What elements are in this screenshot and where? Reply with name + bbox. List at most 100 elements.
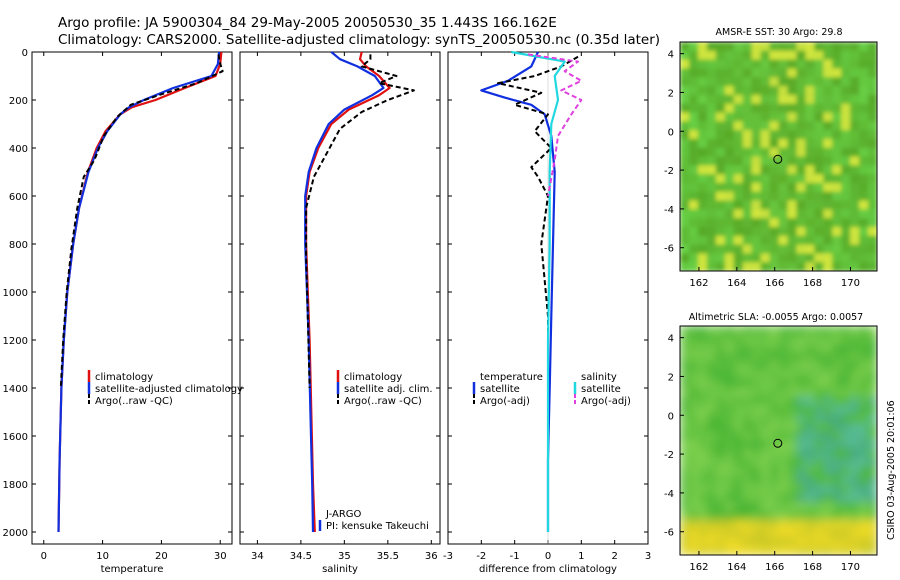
map-cell <box>868 200 877 210</box>
map-cell <box>823 519 833 530</box>
map-cell <box>769 103 780 114</box>
map-cell <box>742 334 753 345</box>
map-cell <box>778 253 789 263</box>
map-cell <box>697 370 708 380</box>
map-x-tick-label: 168 <box>803 278 822 289</box>
map-cell <box>742 262 753 271</box>
map-cell <box>832 130 842 140</box>
map-cell <box>742 414 753 424</box>
map-x-tick-label: 162 <box>689 278 708 289</box>
y-tick-label: 200 <box>9 96 28 107</box>
series-argo-raw-qc- <box>305 54 415 389</box>
map-cell <box>805 511 815 521</box>
map-cell <box>778 422 789 433</box>
map-cell <box>769 50 780 61</box>
map-cell <box>751 431 762 442</box>
map-cell <box>680 77 690 87</box>
map-cell <box>805 458 815 468</box>
map-cell <box>814 130 824 140</box>
map-cell <box>697 414 708 424</box>
map-cell <box>760 458 771 468</box>
map-cell <box>823 86 833 96</box>
legend-satellite-adjusted: satellite-adjusted climatology <box>95 384 243 395</box>
map-y-tick-label: 0 <box>668 411 674 422</box>
map-cell <box>859 253 869 263</box>
map-cell <box>715 50 726 61</box>
map-cell <box>769 218 780 228</box>
map-cell <box>769 458 780 468</box>
map-cell <box>832 352 842 362</box>
map-cell <box>733 94 744 105</box>
map-cell <box>832 182 842 193</box>
map-cell <box>751 112 762 122</box>
map-cell <box>859 130 869 140</box>
map-cell <box>742 502 753 512</box>
map-cell <box>841 50 851 61</box>
map-cell <box>805 502 815 512</box>
map-cell <box>751 405 762 415</box>
map-cell <box>715 422 726 433</box>
map-cell <box>832 370 842 380</box>
map-cell <box>697 50 708 61</box>
map-cell <box>868 138 877 149</box>
map-cell <box>715 343 726 353</box>
map-cell <box>859 449 869 459</box>
map-cell <box>832 235 842 246</box>
map-cell <box>778 511 789 521</box>
map-cell <box>832 458 842 468</box>
map-cell <box>823 227 833 237</box>
map-cell <box>724 326 735 336</box>
map-cell <box>805 59 815 69</box>
map-cell <box>689 537 699 547</box>
map-cell <box>787 253 798 263</box>
map-cell <box>850 165 860 175</box>
map-cell <box>868 396 877 406</box>
map-cell <box>805 191 815 202</box>
map-cell <box>868 466 877 477</box>
map-cell <box>680 484 690 494</box>
map-cell <box>689 405 699 415</box>
map-cell <box>680 352 690 362</box>
map-cell <box>706 165 717 175</box>
map-cell <box>706 138 717 149</box>
map-cell <box>680 405 690 415</box>
map-cell <box>733 334 744 345</box>
map-cell <box>787 361 798 371</box>
map-cell <box>751 519 762 530</box>
map-cell <box>751 449 762 459</box>
map-cell <box>680 537 690 547</box>
map-cell <box>751 475 762 486</box>
map-cell <box>850 77 860 87</box>
map-cell <box>742 121 753 131</box>
map-cell <box>724 235 735 246</box>
map-x-tick-label: 168 <box>803 562 822 573</box>
map-cell <box>850 42 860 52</box>
map-cell <box>760 422 771 433</box>
map-cell <box>859 86 869 96</box>
pi-label: PI: kensuke Takeuchi <box>326 521 429 532</box>
map-cell <box>742 537 753 547</box>
map-cell <box>706 156 717 166</box>
map-cell <box>689 147 699 158</box>
map-cell <box>841 42 851 52</box>
map-cell <box>689 235 699 246</box>
map-cell <box>769 546 780 555</box>
map-cell <box>680 431 690 442</box>
map-cell <box>742 147 753 158</box>
y-tick-label: 1800 <box>3 480 28 491</box>
map-cell <box>769 414 780 424</box>
map-cell <box>715 244 726 254</box>
map-cell <box>859 165 869 175</box>
map-cell <box>787 458 798 468</box>
map-cell <box>715 334 726 345</box>
map-cell <box>697 361 708 371</box>
map-cell <box>850 440 860 450</box>
map-cell <box>751 103 762 114</box>
map-cell <box>715 235 726 246</box>
map-cell <box>814 361 824 371</box>
map-cell <box>796 502 806 512</box>
map-cell <box>823 334 833 345</box>
map-cell <box>859 103 869 114</box>
map-cell <box>832 200 842 210</box>
